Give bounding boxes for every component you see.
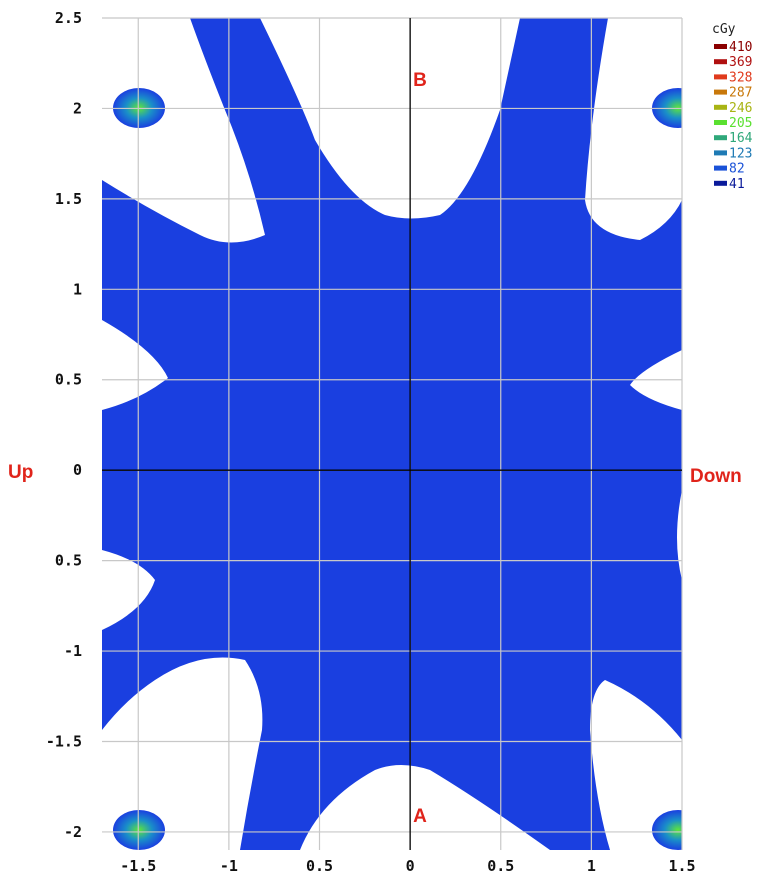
legend-label: 123 (729, 146, 752, 161)
x-tick-label: 1 (587, 857, 596, 875)
legend-label: 164 (729, 131, 753, 146)
legend-swatch (714, 165, 727, 171)
x-tick-label: 0.5 (487, 857, 514, 875)
x-tick-label: -1 (220, 857, 238, 875)
y-tick-label: 1 (73, 280, 82, 298)
legend-swatch (714, 180, 727, 186)
legend-label: 328 (729, 70, 752, 85)
legend-title: cGy (712, 22, 736, 37)
legend-label: 287 (729, 86, 752, 101)
legend-swatch (714, 150, 727, 156)
x-tick-label: 1.5 (668, 857, 695, 875)
y-tick-label: 1.5 (55, 190, 82, 208)
legend-label: 246 (729, 101, 752, 116)
corner-spot-bottom-left (113, 810, 165, 850)
dose-hotspot (290, 348, 550, 608)
y-tick-label: -1 (64, 642, 82, 660)
legend-swatch (714, 59, 727, 65)
y-tick-label: 0.5 (55, 371, 82, 389)
legend-swatch (714, 104, 727, 110)
legend-swatch (714, 74, 727, 80)
y-tick-label: 0 (73, 461, 82, 479)
center-axes (102, 18, 682, 850)
y-tick-label: -2 (64, 823, 82, 841)
annotation-left: Up (8, 462, 33, 483)
x-tick-label: 0.5 (306, 857, 333, 875)
y-tick-label: 2 (73, 99, 82, 117)
legend-label: 82 (729, 162, 745, 177)
annotation-top: B (413, 70, 427, 91)
y-tick-label: -1.5 (46, 732, 82, 750)
legend-label: 410 (729, 40, 752, 55)
legend-swatch (714, 89, 727, 95)
x-tick-label: 0 (406, 857, 415, 875)
y-tick-labels: 2.5 2 1.5 1 0.5 0 0.5 -1 -1.5 -2 (46, 9, 82, 841)
y-tick-label: 2.5 (55, 9, 82, 27)
x-tick-labels: -1.5 -1 0.5 0 0.5 1 1.5 (120, 857, 695, 875)
y-tick-label: 0.5 (55, 552, 82, 570)
legend-label: 369 (729, 55, 752, 70)
annotation-right: Down (690, 466, 742, 487)
legend-swatch (714, 120, 727, 125)
corner-spot-bottom-right (652, 810, 682, 850)
legend-label: 205 (729, 116, 752, 131)
legend-swatch (714, 44, 727, 49)
legend-swatch (714, 135, 727, 141)
annotation-bottom: A (413, 806, 427, 827)
x-tick-label: -1.5 (120, 857, 156, 875)
legend-label: 41 (729, 177, 745, 192)
